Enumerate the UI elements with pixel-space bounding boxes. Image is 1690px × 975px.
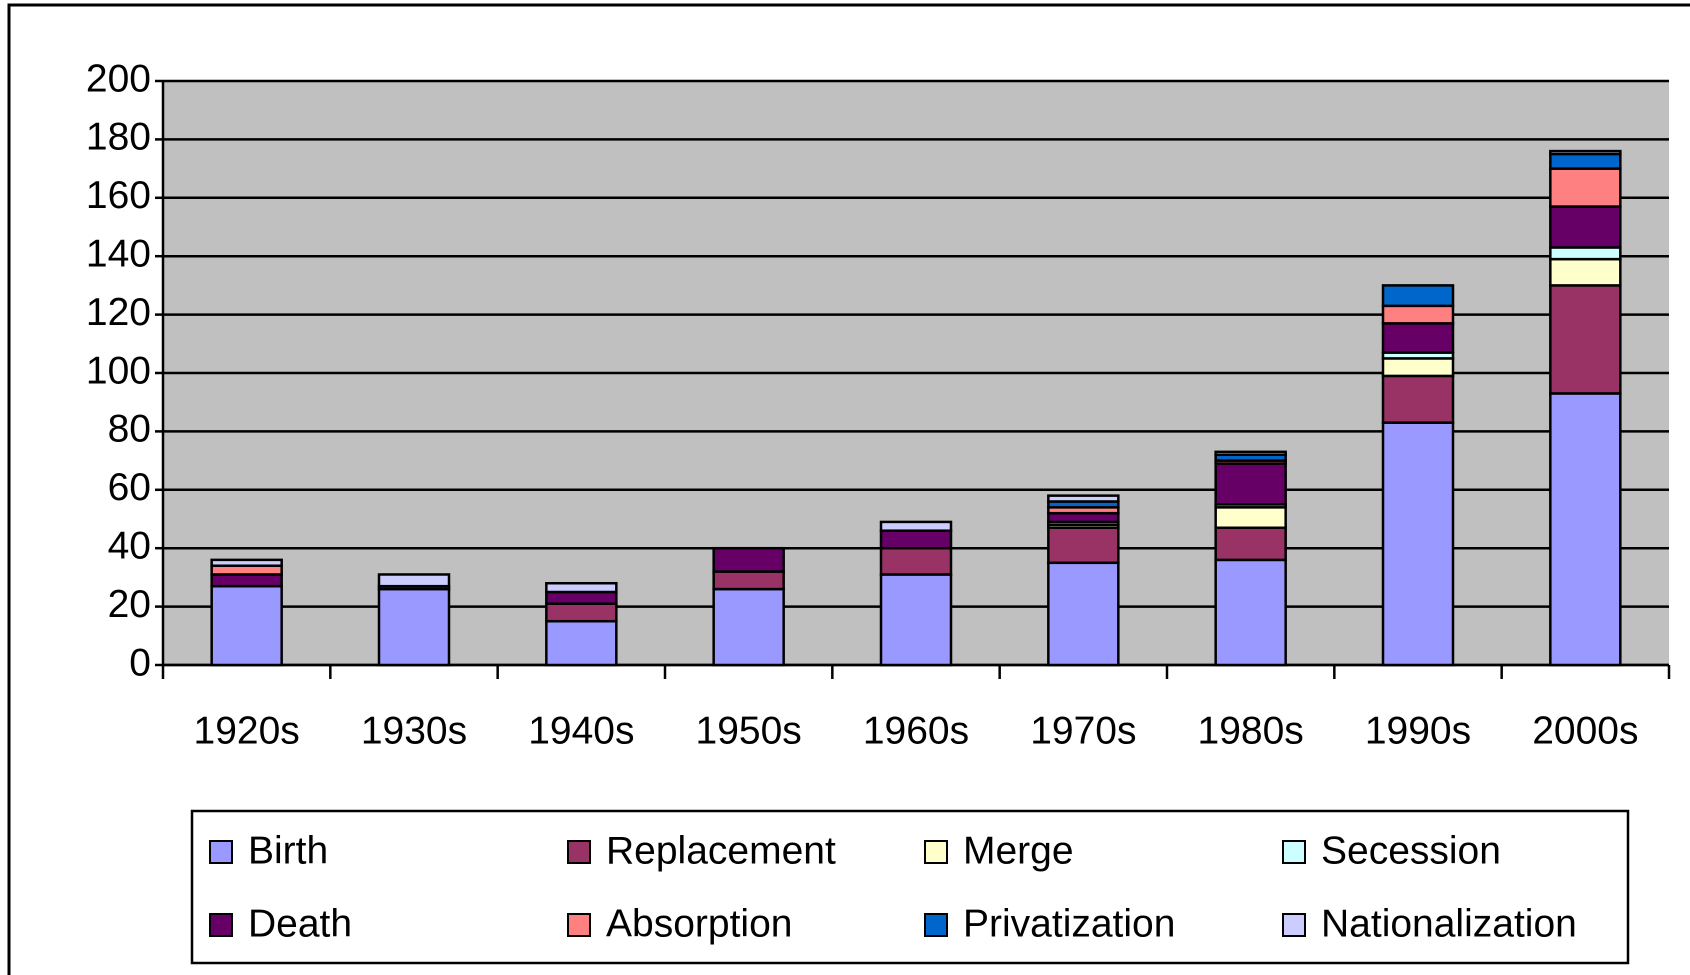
bar-segment [1549, 205, 1622, 249]
legend-label: Death [248, 902, 352, 945]
y-tick-label: 200 [86, 57, 151, 100]
bar-segment [1214, 462, 1287, 506]
y-tick-label: 140 [86, 232, 151, 275]
bar-segment [1047, 526, 1120, 565]
legend-label: Secession [1321, 829, 1501, 872]
legend-label: Absorption [606, 902, 792, 945]
legend-swatch [1282, 913, 1306, 937]
y-tick-label: 120 [86, 291, 151, 334]
legend-label: Replacement [606, 829, 836, 872]
y-tick-label: 80 [108, 408, 151, 451]
x-tick-label: 1990s [1365, 709, 1471, 752]
bar-segment [879, 520, 953, 532]
legend-label: Privatization [963, 902, 1175, 945]
bar-segment [545, 619, 618, 667]
bar-segment [545, 590, 618, 605]
x-tick-label: 1930s [361, 709, 467, 752]
y-tick-label: 20 [108, 583, 151, 626]
bar-segment [210, 584, 283, 667]
legend-swatch [567, 913, 591, 937]
bar-segment [377, 587, 451, 667]
chart-frame [7, 3, 1690, 975]
legend-label: Birth [248, 829, 328, 872]
x-tick-label: 1950s [696, 709, 802, 752]
legend-box [190, 809, 1630, 965]
legend-swatch [567, 840, 591, 864]
legend-swatch [209, 840, 233, 864]
y-tick-label: 0 [129, 641, 151, 684]
legend-swatch [924, 840, 948, 864]
x-tick-label: 1960s [863, 709, 969, 752]
bar-segment [1549, 246, 1622, 261]
bar-segment [879, 573, 953, 667]
bar-segment [1549, 257, 1622, 287]
bar-segment [1549, 167, 1622, 208]
bar-segment [1549, 149, 1622, 156]
bar-segment [1214, 506, 1287, 530]
y-tick-label: 40 [108, 524, 151, 567]
x-tick-label: 1920s [194, 709, 300, 752]
x-tick-label: 1940s [528, 709, 634, 752]
legend-swatch [924, 913, 948, 937]
bar-segment [377, 573, 451, 588]
bar-segment [1047, 511, 1120, 524]
bar-segment [210, 564, 283, 576]
bar-segment [545, 581, 618, 594]
bar-segment [1381, 374, 1455, 424]
bar-segment [545, 602, 618, 623]
legend-swatch [209, 913, 233, 937]
bar-segment [712, 587, 785, 667]
bar-segment [879, 546, 953, 576]
y-tick-label: 160 [86, 174, 151, 217]
y-tick-label: 100 [86, 349, 151, 392]
y-tick-label: 60 [108, 466, 151, 509]
bar-segment [1549, 284, 1622, 395]
bar-segment [1381, 421, 1455, 667]
bar-segment [1047, 561, 1120, 667]
legend-swatch [1282, 840, 1306, 864]
bar-segment [1214, 450, 1287, 457]
bar-segment [1214, 558, 1287, 667]
bar-segment [1381, 357, 1455, 378]
bar-segment [1214, 526, 1287, 562]
bar-segment [712, 546, 785, 573]
legend-label: Merge [963, 829, 1074, 872]
bar-segment [1047, 494, 1120, 503]
bar-segment [1381, 322, 1455, 354]
x-tick-label: 2000s [1532, 709, 1638, 752]
x-tick-label: 1970s [1030, 709, 1136, 752]
bar-segment [1549, 392, 1622, 667]
bar-segment [879, 529, 953, 550]
bar-segment [712, 570, 785, 591]
legend-label: Nationalization [1321, 902, 1577, 945]
bar-segment [210, 558, 283, 567]
y-tick-label: 180 [86, 116, 151, 159]
bar-segment [1381, 284, 1455, 308]
bar-segment [1549, 152, 1622, 170]
x-tick-label: 1980s [1198, 709, 1304, 752]
bar-segment [210, 573, 283, 588]
bar-segment [1381, 304, 1455, 325]
